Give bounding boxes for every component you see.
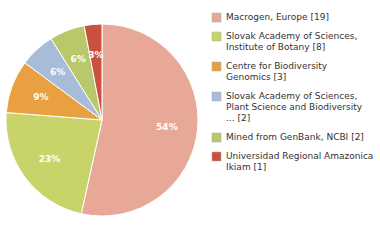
legend-line: Centre for Biodiversity <box>226 61 328 71</box>
legend-entry: Universidad Regional AmazonicaIkiam [1] <box>226 151 373 172</box>
legend-swatch <box>212 133 221 142</box>
pie-slice <box>6 113 102 214</box>
legend-swatch <box>212 13 221 22</box>
data-label: 54% <box>156 122 178 132</box>
data-label: 6% <box>50 67 65 77</box>
legend-entry: Macrogen, Europe [19] <box>226 12 329 22</box>
legend-line: Plant Science and Biodiversity <box>226 102 363 112</box>
legend-swatch <box>212 62 221 71</box>
legend-line: Macrogen, Europe [19] <box>226 12 329 22</box>
pie <box>6 24 198 216</box>
data-label: 6% <box>71 54 86 64</box>
chart: 54%23%9%6%6%3%Macrogen, Europe [19]Slova… <box>0 0 380 240</box>
legend: Macrogen, Europe [19] Slovak Academy of S… <box>212 12 373 172</box>
legend-entry: Centre for BiodiversityGenomics [3] <box>226 61 328 82</box>
legend-entry: Mined from GenBank, NCBI [2] <box>226 132 364 142</box>
legend-line: Universidad Regional Amazonica <box>226 151 373 161</box>
legend-line: ... [2] <box>226 113 250 123</box>
data-label: 3% <box>88 50 103 60</box>
legend-line: Ikiam [1] <box>226 162 266 172</box>
chart-container: 54%23%9%6%6%3%Macrogen, Europe [19]Slova… <box>0 0 380 240</box>
legend-line: Institute of Botany [8] <box>226 42 325 52</box>
data-label: 9% <box>33 92 48 102</box>
legend-entry: Slovak Academy of Sciences,Plant Science… <box>226 91 363 123</box>
legend-swatch <box>212 92 221 101</box>
legend-entry: Slovak Academy of Sciences,Institute of … <box>226 31 357 52</box>
pie-slice <box>84 24 102 120</box>
legend-line: Genomics [3] <box>226 72 286 82</box>
data-labels: 54%23%9%6%6%3% <box>33 50 177 164</box>
legend-line: Slovak Academy of Sciences, <box>226 91 357 101</box>
data-label: 23% <box>39 154 61 164</box>
legend-line: Mined from GenBank, NCBI [2] <box>226 132 364 142</box>
legend-swatch <box>212 152 221 161</box>
legend-swatch <box>212 32 221 41</box>
legend-line: Slovak Academy of Sciences, <box>226 31 357 41</box>
